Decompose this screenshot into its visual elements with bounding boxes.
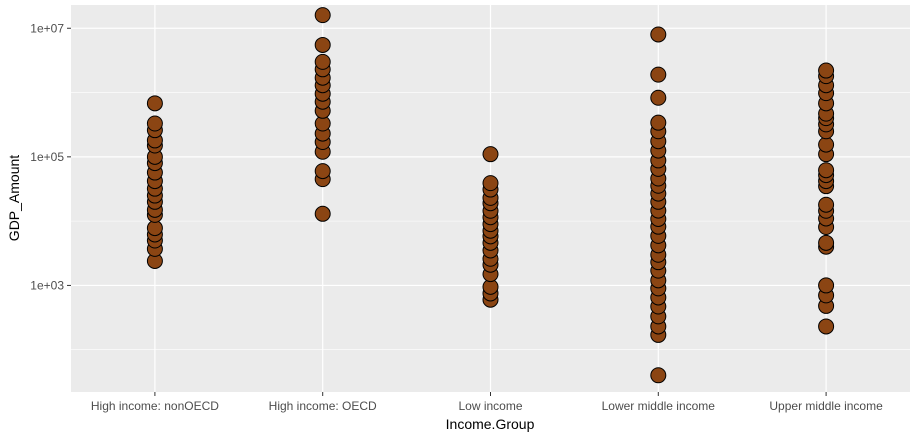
y-axis: 1e+03 1e+05 1e+07 <box>30 21 71 292</box>
data-point <box>818 196 835 213</box>
data-point <box>650 367 667 384</box>
data-point <box>314 36 331 53</box>
points-layer <box>146 7 835 384</box>
data-point <box>314 7 331 24</box>
data-point <box>650 89 667 106</box>
data-point <box>650 114 667 131</box>
x-axis: High income: nonOECD High income: OECD Low… <box>91 392 883 413</box>
data-point <box>818 136 835 153</box>
data-point <box>818 234 835 251</box>
data-point <box>482 146 499 163</box>
y-tick-label: 1e+05 <box>30 150 64 164</box>
x-axis-title: Income.Group <box>446 416 535 432</box>
data-point <box>314 53 331 70</box>
x-tick-label: Upper middle income <box>769 399 883 413</box>
data-point <box>818 277 835 294</box>
y-tick-label: 1e+07 <box>30 21 64 35</box>
data-point <box>818 162 835 179</box>
data-point <box>650 26 667 43</box>
data-point <box>818 62 835 79</box>
data-point <box>650 66 667 83</box>
data-point <box>818 318 835 335</box>
x-tick-label: Low income <box>458 399 522 413</box>
x-tick-label: High income: OECD <box>269 399 377 413</box>
x-tick-label: High income: nonOECD <box>91 399 219 413</box>
y-axis-title: GDP_Amount <box>6 155 22 241</box>
data-point <box>482 175 499 192</box>
data-point <box>146 115 163 132</box>
data-point <box>314 205 331 222</box>
data-point <box>146 95 163 112</box>
y-tick-label: 1e+03 <box>30 278 64 292</box>
data-point <box>314 163 331 180</box>
x-tick-label: Lower middle income <box>602 399 716 413</box>
